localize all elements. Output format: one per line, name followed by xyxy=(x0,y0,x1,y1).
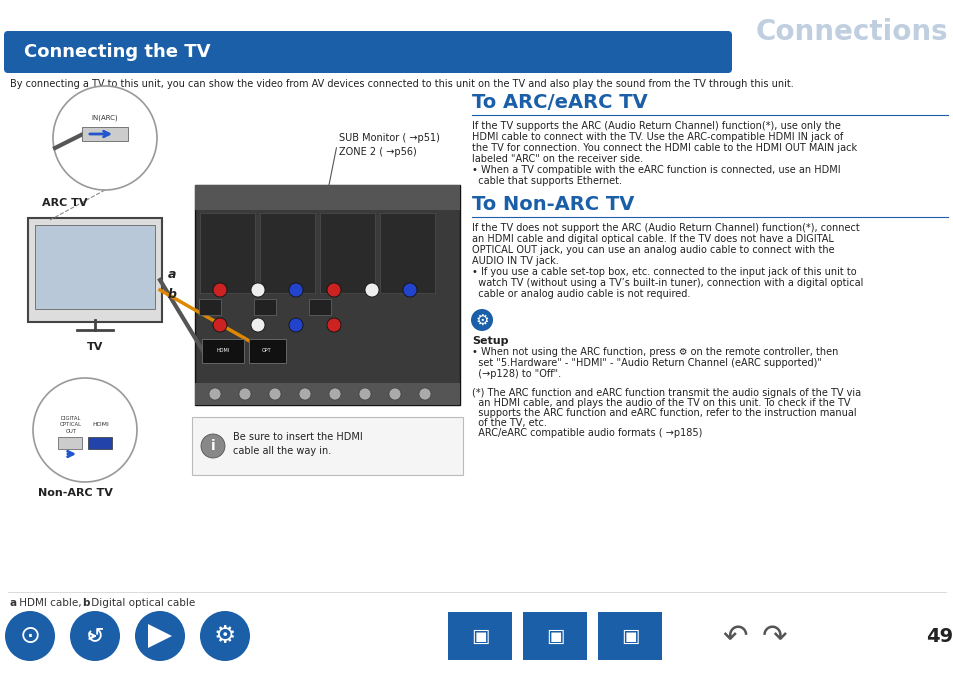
Text: a: a xyxy=(168,268,176,281)
FancyBboxPatch shape xyxy=(522,612,586,660)
FancyBboxPatch shape xyxy=(194,185,459,405)
Text: Connecting the TV: Connecting the TV xyxy=(24,43,211,61)
Text: ⊙: ⊙ xyxy=(19,624,40,648)
Text: an HDMI cable, and plays the audio of the TV on this unit. To check if the TV: an HDMI cable, and plays the audio of th… xyxy=(472,398,850,408)
Text: To ARC/eARC TV: To ARC/eARC TV xyxy=(472,93,647,112)
FancyBboxPatch shape xyxy=(194,185,459,210)
FancyBboxPatch shape xyxy=(28,218,162,322)
Circle shape xyxy=(389,388,400,400)
Text: Connections: Connections xyxy=(755,18,947,46)
Text: ARC/eARC compatible audio formats ( →p185): ARC/eARC compatible audio formats ( →p18… xyxy=(472,428,701,438)
Text: IN(ARC): IN(ARC) xyxy=(91,115,118,121)
Text: DIGITAL
OPTICAL
OUT: DIGITAL OPTICAL OUT xyxy=(60,416,82,434)
Text: If the TV supports the ARC (Audio Return Channel) function(*), use only the: If the TV supports the ARC (Audio Return… xyxy=(472,121,840,131)
Text: Be sure to insert the HDMI
cable all the way in.: Be sure to insert the HDMI cable all the… xyxy=(233,432,362,456)
Circle shape xyxy=(5,611,55,661)
Text: the TV for connection. You connect the HDMI cable to the HDMI OUT MAIN jack: the TV for connection. You connect the H… xyxy=(472,143,856,153)
Text: set "5.Hardware" - "HDMI" - "Audio Return Channel (eARC supported)": set "5.Hardware" - "HDMI" - "Audio Retur… xyxy=(472,358,821,368)
Text: To Non-ARC TV: To Non-ARC TV xyxy=(472,195,634,214)
Text: b: b xyxy=(168,289,177,301)
FancyBboxPatch shape xyxy=(379,213,435,293)
FancyBboxPatch shape xyxy=(260,213,314,293)
Circle shape xyxy=(33,378,137,482)
Text: cable that supports Ethernet.: cable that supports Ethernet. xyxy=(472,176,621,186)
Circle shape xyxy=(358,388,371,400)
FancyBboxPatch shape xyxy=(319,213,375,293)
Text: ▣: ▣ xyxy=(545,627,563,646)
FancyBboxPatch shape xyxy=(249,339,286,363)
Text: Non-ARC TV: Non-ARC TV xyxy=(37,488,112,498)
Text: an HDMI cable and digital optical cable. If the TV does not have a DIGITAL: an HDMI cable and digital optical cable.… xyxy=(472,234,833,244)
Circle shape xyxy=(289,283,303,297)
FancyBboxPatch shape xyxy=(58,437,82,449)
Circle shape xyxy=(53,86,157,190)
Circle shape xyxy=(251,318,265,332)
Circle shape xyxy=(289,318,303,332)
Text: • When not using the ARC function, press ⚙ on the remote controller, then: • When not using the ARC function, press… xyxy=(472,347,838,357)
Text: • If you use a cable set-top box, etc. connected to the input jack of this unit : • If you use a cable set-top box, etc. c… xyxy=(472,267,856,277)
FancyBboxPatch shape xyxy=(253,299,275,315)
Text: HDMI cable,: HDMI cable, xyxy=(16,598,85,608)
Text: HDMI: HDMI xyxy=(216,349,230,354)
Text: Digital optical cable: Digital optical cable xyxy=(88,598,195,608)
Text: b: b xyxy=(82,598,90,608)
Circle shape xyxy=(251,283,265,297)
Text: ▣: ▣ xyxy=(471,627,489,646)
Text: Setup: Setup xyxy=(472,336,508,346)
Circle shape xyxy=(402,283,416,297)
Circle shape xyxy=(201,434,225,458)
Text: SUB Monitor ( →p51)
ZONE 2 ( →p56): SUB Monitor ( →p51) ZONE 2 ( →p56) xyxy=(338,133,439,157)
Circle shape xyxy=(200,611,250,661)
Text: of the TV, etc.: of the TV, etc. xyxy=(472,418,546,428)
FancyBboxPatch shape xyxy=(82,127,128,141)
FancyBboxPatch shape xyxy=(200,213,254,293)
Text: labeled "ARC" on the receiver side.: labeled "ARC" on the receiver side. xyxy=(472,154,642,164)
Text: OPTICAL OUT jack, you can use an analog audio cable to connect with the: OPTICAL OUT jack, you can use an analog … xyxy=(472,245,834,255)
FancyBboxPatch shape xyxy=(202,339,244,363)
Text: ⚙: ⚙ xyxy=(475,312,488,327)
Circle shape xyxy=(209,388,221,400)
Text: watch TV (without using a TV’s built-in tuner), connection with a digital optica: watch TV (without using a TV’s built-in … xyxy=(472,278,862,288)
Text: 49: 49 xyxy=(925,627,953,646)
FancyBboxPatch shape xyxy=(448,612,512,660)
Circle shape xyxy=(365,283,378,297)
Circle shape xyxy=(329,388,340,400)
Text: • When a TV compatible with the eARC function is connected, use an HDMI: • When a TV compatible with the eARC fun… xyxy=(472,165,840,175)
Text: a: a xyxy=(10,598,17,608)
Text: i: i xyxy=(211,439,215,453)
Circle shape xyxy=(213,283,227,297)
Text: ↷: ↷ xyxy=(761,623,787,652)
Text: ARC TV: ARC TV xyxy=(42,198,88,208)
FancyBboxPatch shape xyxy=(88,437,112,449)
Text: (→p128) to "Off".: (→p128) to "Off". xyxy=(472,369,560,379)
FancyBboxPatch shape xyxy=(199,299,221,315)
Circle shape xyxy=(327,283,340,297)
Circle shape xyxy=(213,318,227,332)
Polygon shape xyxy=(148,624,172,648)
Text: supports the ARC function and eARC function, refer to the instruction manual: supports the ARC function and eARC funct… xyxy=(472,408,856,418)
FancyBboxPatch shape xyxy=(309,299,331,315)
Circle shape xyxy=(239,388,251,400)
Text: ↺: ↺ xyxy=(86,626,104,646)
Text: ⚙: ⚙ xyxy=(213,624,236,648)
FancyBboxPatch shape xyxy=(192,417,462,475)
Circle shape xyxy=(327,318,340,332)
Text: cable or analog audio cable is not required.: cable or analog audio cable is not requi… xyxy=(472,289,690,299)
Text: OPT: OPT xyxy=(262,349,272,354)
Text: HDMI: HDMI xyxy=(92,422,110,427)
Text: By connecting a TV to this unit, you can show the video from AV devices connecte: By connecting a TV to this unit, you can… xyxy=(10,79,793,89)
Circle shape xyxy=(135,611,185,661)
Text: TV: TV xyxy=(87,342,103,352)
Text: ↶: ↶ xyxy=(721,623,747,652)
Circle shape xyxy=(269,388,281,400)
Circle shape xyxy=(471,309,493,331)
FancyBboxPatch shape xyxy=(194,383,459,405)
FancyBboxPatch shape xyxy=(4,31,731,73)
Circle shape xyxy=(418,388,431,400)
Text: ▣: ▣ xyxy=(620,627,639,646)
Text: If the TV does not support the ARC (Audio Return Channel) function(*), connect: If the TV does not support the ARC (Audi… xyxy=(472,223,859,233)
FancyBboxPatch shape xyxy=(598,612,661,660)
FancyBboxPatch shape xyxy=(35,225,154,309)
Circle shape xyxy=(70,611,120,661)
Text: HDMI cable to connect with the TV. Use the ARC-compatible HDMI IN jack of: HDMI cable to connect with the TV. Use t… xyxy=(472,132,842,142)
